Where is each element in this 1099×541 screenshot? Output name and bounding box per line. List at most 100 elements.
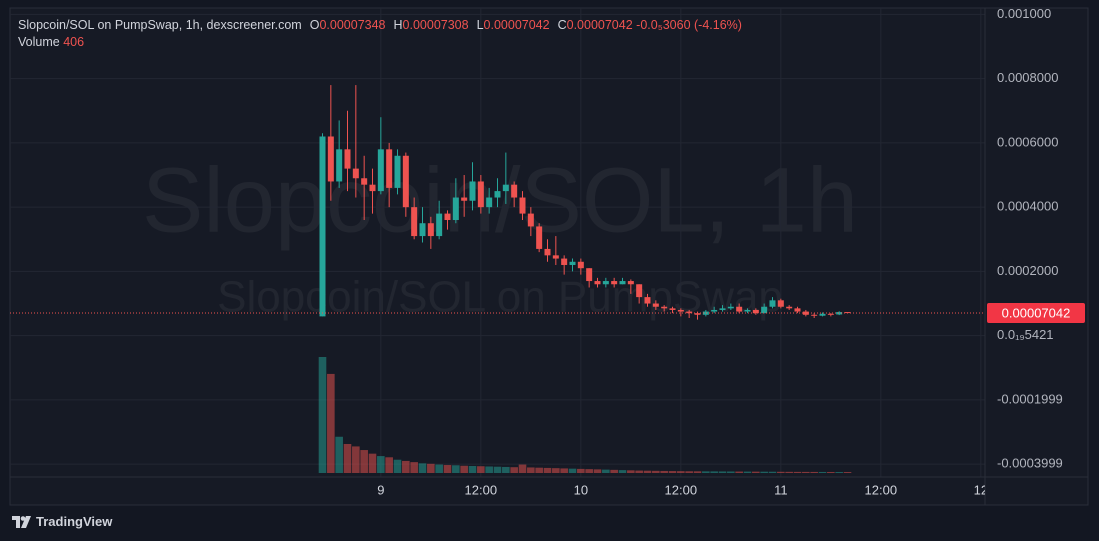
candle-body [702, 311, 709, 315]
ohlc-value: 0.00007348 [319, 18, 386, 32]
volume-bar [685, 471, 693, 473]
x-tick: 12:00 [465, 482, 498, 497]
volume-bar [635, 470, 643, 473]
candle-body [794, 308, 801, 312]
ohlc-value: 0.00007042 [483, 18, 550, 32]
candle-body [502, 184, 509, 192]
volume-bar [560, 468, 568, 473]
volume-bar [602, 469, 610, 473]
volume-bar [802, 471, 810, 473]
last-price-label: 0.00007042 [1002, 305, 1071, 320]
volume-bar [327, 373, 335, 473]
y-tick-label: 0.0008000 [997, 70, 1058, 85]
volume-bar [352, 446, 360, 473]
candle-body [469, 181, 476, 201]
candle-body [636, 284, 643, 298]
candle-body [827, 313, 834, 315]
volume-bar [402, 460, 410, 473]
y-tick-label: -0.0001999 [997, 391, 1063, 406]
volume-bar [643, 470, 652, 473]
axes: 0.001000 0.0008000 0.0006000 0.0004000 0.000… [377, 6, 1085, 497]
y-tick-label: -0.0003999 [997, 456, 1063, 471]
volume-bar [543, 467, 552, 473]
ohlc-value: 0.00007042 [566, 18, 633, 32]
change: -0.0₅3060 (-4.16%) [636, 18, 742, 32]
volume-bar [435, 464, 443, 473]
candle-body [436, 213, 443, 237]
candle-body [486, 197, 493, 208]
candle-body [394, 155, 401, 188]
candle-body [711, 309, 718, 312]
volume-bar [527, 467, 535, 473]
volume-bar [710, 471, 718, 473]
candle-body [652, 303, 659, 307]
candle-body [727, 306, 734, 309]
candle-body [586, 268, 593, 282]
volume-bar [477, 466, 485, 473]
candle-body [661, 306, 668, 309]
candle-body [402, 155, 409, 208]
ohlc-label: O [309, 18, 320, 32]
candle-body [819, 313, 826, 316]
last-price-box [987, 303, 1085, 324]
symbol: Slopcoin/SOL on PumpSwap, 1h, dexscreene… [18, 18, 302, 32]
x-tick: 12:00 [665, 482, 698, 497]
x-tick-label: 10 [574, 482, 588, 497]
volume-value: 406 [63, 35, 85, 49]
candle-body [377, 149, 384, 192]
candle-body [736, 306, 743, 312]
volume-bar [843, 472, 852, 473]
candle-body [752, 309, 759, 314]
volume-bar [777, 471, 785, 473]
legend: Slopcoin/SOL on PumpSwap, 1h, dexscreene… [18, 17, 742, 51]
candle-body [777, 300, 784, 307]
logo [12, 515, 31, 528]
volume-bar [468, 465, 477, 473]
candle-body [677, 309, 684, 312]
volume-bar [577, 468, 585, 473]
x-tick-label: 12:00 [665, 482, 698, 497]
volume-bar [343, 444, 352, 473]
volume-bar [368, 453, 377, 473]
candle-body [577, 261, 584, 269]
volume-bar [360, 450, 368, 473]
x-tick-label: 12:00 [465, 482, 498, 497]
candle-body [552, 255, 559, 259]
candle-body [344, 149, 351, 169]
volume-bar [535, 467, 543, 473]
candle-body [569, 261, 576, 265]
volume-bar [627, 470, 635, 473]
candle-body [319, 136, 326, 317]
branding: TradingView [12, 514, 112, 529]
x-tick: 10 [574, 482, 588, 497]
candle-body [519, 197, 526, 214]
volume-bar [660, 470, 668, 473]
volume-bar [677, 471, 685, 473]
volume-bar [668, 471, 677, 473]
y-tick-label: 0.0002000 [997, 263, 1058, 278]
volume-bar [610, 469, 618, 473]
candle-body [611, 281, 618, 285]
volume-bar [652, 470, 660, 473]
candle-body [494, 191, 501, 198]
candle-body [619, 281, 626, 285]
x-tick-label: 9 [377, 482, 384, 497]
y-tick-label: 0.001000 [997, 6, 1051, 21]
candle-body [686, 311, 693, 314]
volume-bar [460, 465, 468, 473]
candle-body [452, 197, 459, 221]
ohlc-label: L [476, 18, 484, 32]
candle-body [536, 226, 543, 249]
volume-bar [335, 436, 343, 473]
candle-body [511, 184, 518, 198]
volume-bar [827, 471, 835, 473]
volume-bar [718, 471, 727, 473]
volume-bar [785, 471, 793, 473]
chart-frame [9, 7, 1089, 506]
x-tick-label: 12 [974, 482, 988, 497]
volume-title: Volume [18, 35, 60, 49]
volume-bar [727, 471, 735, 473]
volume-bar [618, 470, 627, 473]
candle-body [327, 136, 334, 182]
volume-bar [502, 466, 510, 473]
